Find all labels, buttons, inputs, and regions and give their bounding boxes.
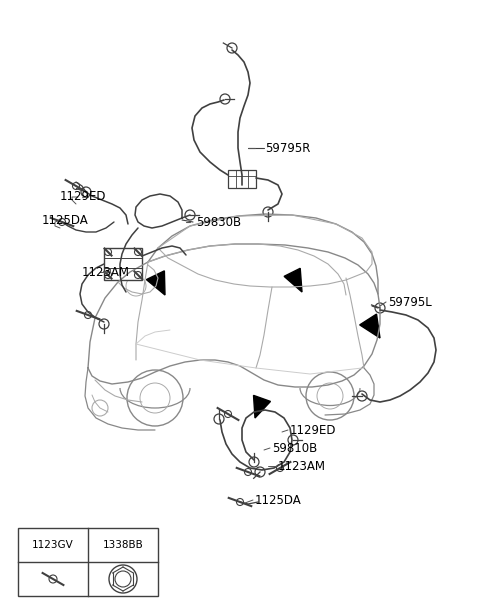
Text: 1125DA: 1125DA bbox=[255, 493, 302, 507]
Text: 1129ED: 1129ED bbox=[290, 424, 336, 436]
Polygon shape bbox=[146, 271, 165, 295]
Text: 1123GV: 1123GV bbox=[32, 540, 74, 550]
Bar bbox=[18, 528, 158, 596]
Text: 1338BB: 1338BB bbox=[103, 540, 144, 550]
Text: 1125DA: 1125DA bbox=[42, 214, 89, 226]
FancyBboxPatch shape bbox=[104, 248, 142, 280]
Text: 59795L: 59795L bbox=[388, 296, 432, 308]
Text: 1123AM: 1123AM bbox=[82, 266, 130, 278]
Text: 1129ED: 1129ED bbox=[60, 190, 107, 204]
FancyBboxPatch shape bbox=[228, 170, 256, 188]
Text: 59830B: 59830B bbox=[196, 215, 241, 228]
Text: 59810B: 59810B bbox=[272, 441, 317, 455]
Polygon shape bbox=[360, 314, 380, 338]
Polygon shape bbox=[253, 395, 270, 418]
Polygon shape bbox=[284, 268, 302, 292]
Text: 59795R: 59795R bbox=[265, 141, 311, 154]
Text: 1123AM: 1123AM bbox=[278, 460, 326, 472]
